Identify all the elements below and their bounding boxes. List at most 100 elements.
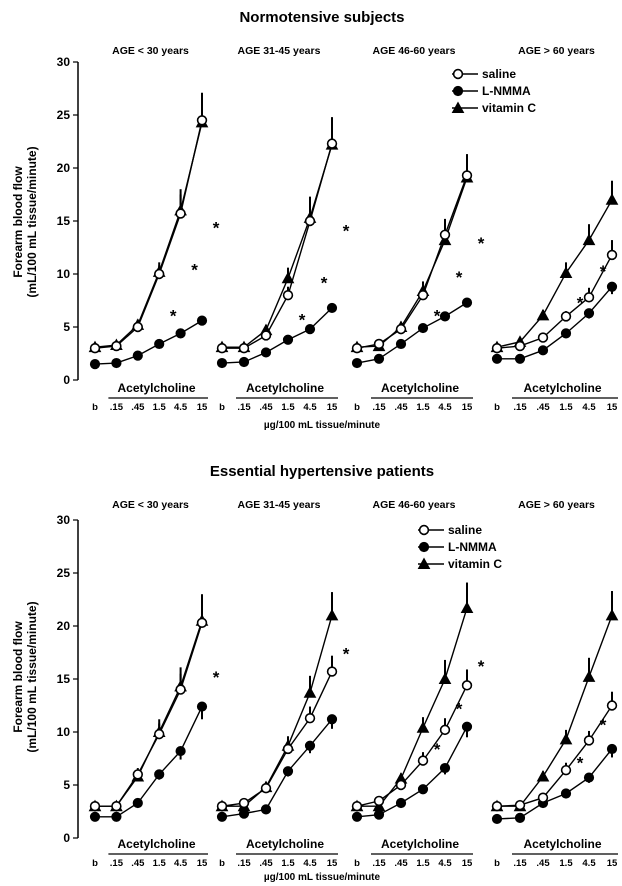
point-saline — [461, 680, 473, 691]
point-saline — [537, 332, 549, 343]
series-line-saline — [356, 685, 468, 807]
y-axis-label-line1: Forearm blood flow — [11, 621, 25, 733]
x-tick-label: 15 — [197, 402, 208, 413]
point-l-nmma — [417, 784, 429, 795]
point-vitamin-c — [303, 686, 317, 698]
panel-2: AGE 31-45 years Acetylcholine b .15 .45 1.5 4.… — [215, 499, 350, 869]
x-tick-label: .15 — [513, 402, 527, 413]
legend-marker — [452, 68, 464, 80]
x-tick-label: 4.5 — [174, 858, 188, 869]
x-axis-unit-label: µg/100 mL tissue/minute — [264, 872, 381, 883]
x-tick-label: b — [354, 402, 360, 413]
point-vitamin-c — [416, 721, 430, 733]
point-saline — [175, 684, 186, 695]
point-vitamin-c — [582, 670, 596, 682]
x-tick-label: .45 — [131, 858, 145, 869]
legend: saline L-NMMA vitamin C — [417, 523, 502, 571]
point-l-nmma — [537, 345, 549, 356]
point-l-nmma — [326, 302, 338, 314]
y-tick-label: 0 — [63, 831, 70, 845]
y-axis-label-line2: (mL/100 mL tissue/minute) — [25, 601, 39, 752]
y-tick-label: 30 — [57, 55, 71, 69]
point-l-nmma — [439, 762, 451, 774]
legend-label: saline — [482, 67, 516, 81]
significance-marker: * — [321, 273, 328, 292]
point-saline — [111, 800, 122, 812]
x-tick-label: 4.5 — [582, 402, 596, 413]
panel-3: AGE 46-60 years Acetylcholine b .15 .45 1.5 4.… — [350, 45, 485, 413]
series-line-saline — [95, 622, 203, 807]
significance-marker: * — [434, 306, 441, 325]
point-saline — [175, 208, 186, 219]
x-tick-label: 15 — [607, 858, 618, 869]
point-l-nmma — [132, 797, 143, 809]
significance-marker: * — [456, 268, 463, 287]
x-tick-label: 1.5 — [153, 858, 167, 869]
x-tick-label: 1.5 — [281, 402, 295, 413]
x-tick-label: 1.5 — [153, 402, 167, 413]
significance-marker: * — [577, 754, 584, 773]
x-tick-label: 4.5 — [438, 402, 452, 413]
series-line-saline — [496, 254, 613, 349]
panel-title: AGE < 30 years — [112, 45, 189, 57]
point-saline — [216, 343, 228, 354]
legend-label: L-NMMA — [448, 540, 497, 554]
series-line-saline — [222, 143, 333, 349]
point-l-nmma — [89, 359, 101, 370]
panel-3: AGE 46-60 years Acetylcholine b .15 .45 1.5 4.… — [350, 499, 485, 869]
point-vitamin-c — [325, 608, 339, 621]
x-tick-label: .45 — [394, 402, 408, 413]
x-tick-label: b — [92, 402, 98, 413]
x-tick-label: 4.5 — [303, 858, 317, 869]
point-saline — [196, 115, 208, 126]
panel-title: AGE > 60 years — [518, 45, 595, 57]
significance-marker: * — [213, 218, 220, 237]
series-line-vitamin-c — [222, 615, 333, 807]
point-saline — [514, 340, 526, 352]
y-tick-label: 10 — [57, 267, 71, 281]
point-l-nmma — [514, 353, 526, 364]
point-l-nmma — [514, 812, 526, 823]
y-axis-label: Forearm blood flow (mL/100 mL tissue/min… — [11, 146, 39, 297]
chart-hypertensive: 0 5 10 15 20 25 30 AGE < 30 years Acetylcholine b… — [57, 499, 619, 869]
point-saline — [491, 800, 503, 812]
point-l-nmma — [282, 334, 294, 345]
point-l-nmma — [260, 804, 272, 815]
y-tick-label: 0 — [63, 373, 70, 387]
panel-2: AGE 31-45 years Acetylcholine b .15 .45 1.5 4.… — [215, 45, 350, 413]
point-saline — [238, 343, 250, 354]
x-tick-label: 1.5 — [416, 858, 430, 869]
point-saline — [326, 666, 338, 677]
significance-marker: * — [213, 668, 220, 687]
point-l-nmma — [326, 714, 338, 725]
point-saline — [132, 321, 144, 333]
series-line-vitamin-c — [357, 607, 468, 807]
point-vitamin-c — [605, 608, 619, 621]
point-saline — [395, 323, 407, 335]
drug-label: Acetylcholine — [246, 381, 324, 395]
series-line-saline — [496, 705, 613, 807]
point-saline — [326, 138, 338, 149]
point-l-nmma — [351, 811, 363, 822]
point-vitamin-c — [536, 769, 550, 782]
drug-label: Acetylcholine — [523, 381, 601, 395]
y-tick-label: 10 — [57, 725, 71, 739]
legend-label: vitamin C — [482, 101, 536, 115]
point-saline — [154, 728, 165, 740]
legend-marker — [418, 541, 430, 553]
significance-marker: * — [600, 716, 607, 735]
x-tick-label: 1.5 — [559, 402, 573, 413]
panel-title: AGE 31-45 years — [238, 45, 321, 57]
point-l-nmma — [154, 338, 165, 350]
panel-title: AGE < 30 years — [112, 499, 189, 511]
point-saline — [417, 755, 429, 766]
x-tick-label: .45 — [536, 402, 550, 413]
panel-1: AGE < 30 years Acetylcholine b .15 .45 1.5 4.5… — [88, 45, 220, 413]
series-line-vitamin-c — [496, 199, 613, 348]
panel-title: AGE > 60 years — [518, 499, 595, 511]
legend-label: vitamin C — [448, 557, 502, 571]
x-tick-label: .45 — [536, 858, 550, 869]
x-tick-label: .45 — [259, 402, 273, 413]
point-vitamin-c — [281, 271, 295, 284]
drug-label: Acetylcholine — [381, 381, 459, 395]
